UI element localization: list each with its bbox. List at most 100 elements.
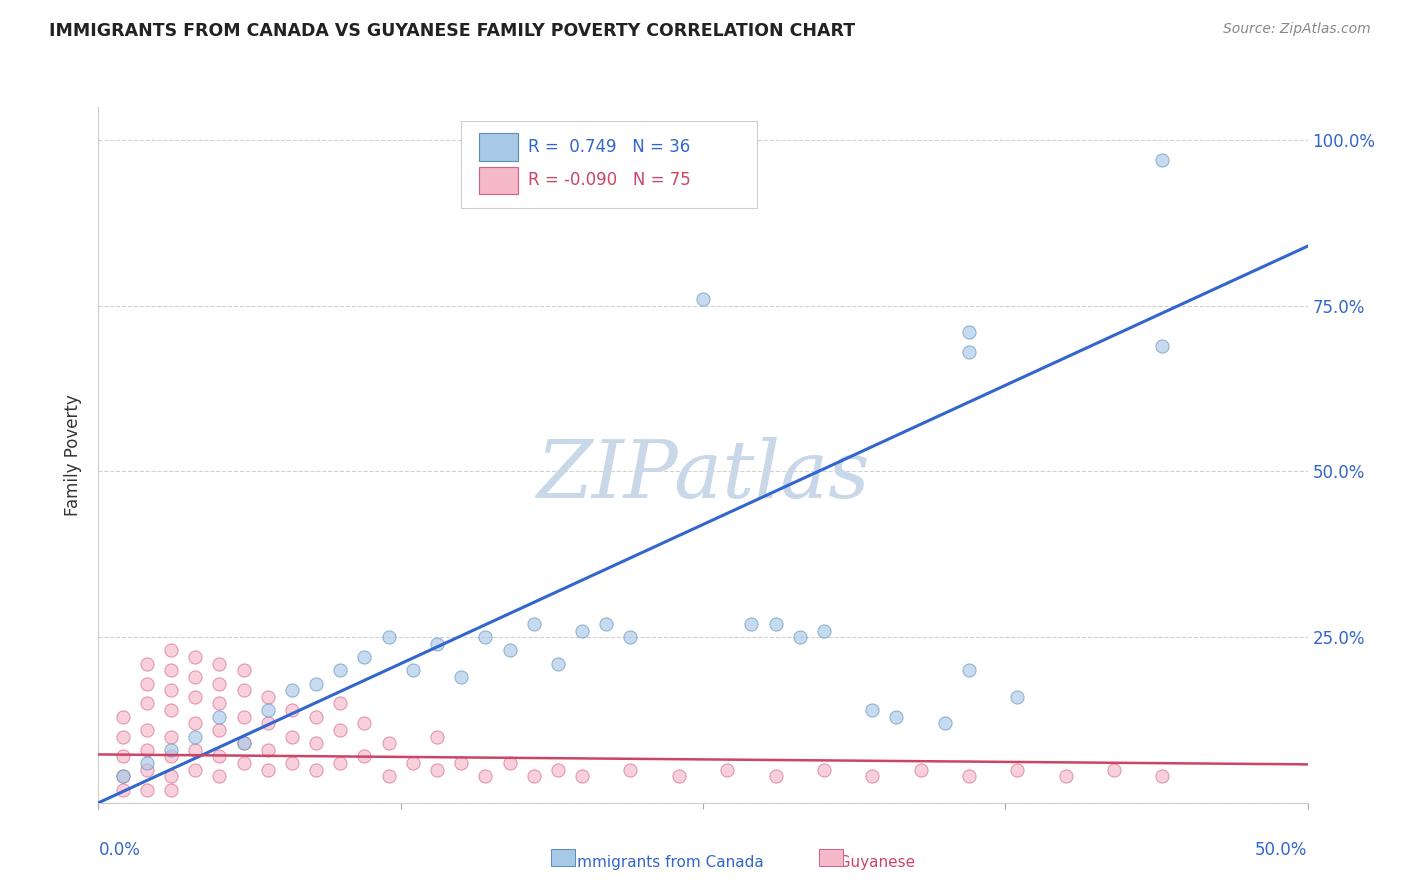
- Point: [668, 769, 690, 783]
- Text: Guyanese: Guyanese: [824, 855, 915, 870]
- Point: [1102, 763, 1125, 777]
- Point: [1054, 769, 1077, 783]
- Point: [160, 769, 183, 783]
- FancyBboxPatch shape: [551, 848, 575, 866]
- Point: [813, 763, 835, 777]
- FancyBboxPatch shape: [479, 134, 517, 161]
- Point: [547, 657, 569, 671]
- Point: [1152, 769, 1174, 783]
- Text: Source: ZipAtlas.com: Source: ZipAtlas.com: [1223, 22, 1371, 37]
- Point: [619, 630, 641, 644]
- FancyBboxPatch shape: [479, 167, 517, 194]
- Point: [232, 709, 254, 723]
- Point: [474, 630, 496, 644]
- Point: [329, 723, 352, 737]
- Point: [281, 756, 304, 770]
- Y-axis label: Family Poverty: Family Poverty: [65, 394, 83, 516]
- Point: [426, 730, 449, 744]
- Point: [619, 763, 641, 777]
- Point: [860, 769, 883, 783]
- Point: [281, 730, 304, 744]
- Point: [1152, 153, 1174, 167]
- Point: [1152, 338, 1174, 352]
- Point: [765, 616, 787, 631]
- Point: [135, 756, 157, 770]
- Point: [160, 730, 183, 744]
- FancyBboxPatch shape: [820, 848, 844, 866]
- Point: [305, 763, 328, 777]
- Point: [957, 345, 980, 359]
- Point: [232, 663, 254, 677]
- Point: [232, 683, 254, 698]
- Point: [426, 637, 449, 651]
- Point: [208, 697, 231, 711]
- Point: [1007, 763, 1029, 777]
- Point: [184, 690, 207, 704]
- Point: [377, 630, 399, 644]
- Text: IMMIGRANTS FROM CANADA VS GUYANESE FAMILY POVERTY CORRELATION CHART: IMMIGRANTS FROM CANADA VS GUYANESE FAMIL…: [49, 22, 855, 40]
- Point: [135, 657, 157, 671]
- Point: [571, 624, 593, 638]
- Point: [135, 782, 157, 797]
- Point: [426, 763, 449, 777]
- Point: [377, 736, 399, 750]
- Point: [957, 663, 980, 677]
- Text: R = -0.090   N = 75: R = -0.090 N = 75: [527, 171, 690, 189]
- Point: [910, 763, 932, 777]
- Point: [813, 624, 835, 638]
- Text: ZIPatlas: ZIPatlas: [536, 437, 870, 515]
- Point: [184, 716, 207, 731]
- Point: [232, 736, 254, 750]
- Point: [402, 756, 425, 770]
- Point: [571, 769, 593, 783]
- Point: [353, 749, 375, 764]
- Point: [450, 756, 472, 770]
- Point: [329, 756, 352, 770]
- Point: [111, 769, 134, 783]
- Point: [111, 782, 134, 797]
- Point: [716, 763, 738, 777]
- Point: [160, 683, 183, 698]
- Point: [402, 663, 425, 677]
- Text: 0.0%: 0.0%: [98, 841, 141, 859]
- Point: [450, 670, 472, 684]
- Point: [208, 676, 231, 690]
- Point: [160, 663, 183, 677]
- Point: [135, 723, 157, 737]
- Point: [256, 716, 278, 731]
- Text: R =  0.749   N = 36: R = 0.749 N = 36: [527, 137, 690, 156]
- Point: [957, 769, 980, 783]
- Point: [208, 749, 231, 764]
- Point: [789, 630, 811, 644]
- Point: [111, 749, 134, 764]
- Point: [135, 676, 157, 690]
- Point: [474, 769, 496, 783]
- Point: [160, 782, 183, 797]
- Point: [305, 736, 328, 750]
- Point: [184, 763, 207, 777]
- Point: [111, 709, 134, 723]
- Point: [160, 743, 183, 757]
- Point: [256, 743, 278, 757]
- Text: Immigrants from Canada: Immigrants from Canada: [558, 855, 763, 870]
- Point: [595, 616, 617, 631]
- Point: [208, 709, 231, 723]
- Point: [160, 643, 183, 657]
- Point: [256, 690, 278, 704]
- Point: [160, 703, 183, 717]
- Point: [208, 769, 231, 783]
- Point: [281, 683, 304, 698]
- Point: [208, 657, 231, 671]
- Point: [111, 730, 134, 744]
- Point: [692, 292, 714, 306]
- Point: [377, 769, 399, 783]
- Point: [256, 703, 278, 717]
- Point: [329, 663, 352, 677]
- Point: [1007, 690, 1029, 704]
- Point: [523, 616, 546, 631]
- Point: [256, 763, 278, 777]
- Point: [934, 716, 956, 731]
- Point: [305, 676, 328, 690]
- Point: [281, 703, 304, 717]
- Point: [353, 650, 375, 665]
